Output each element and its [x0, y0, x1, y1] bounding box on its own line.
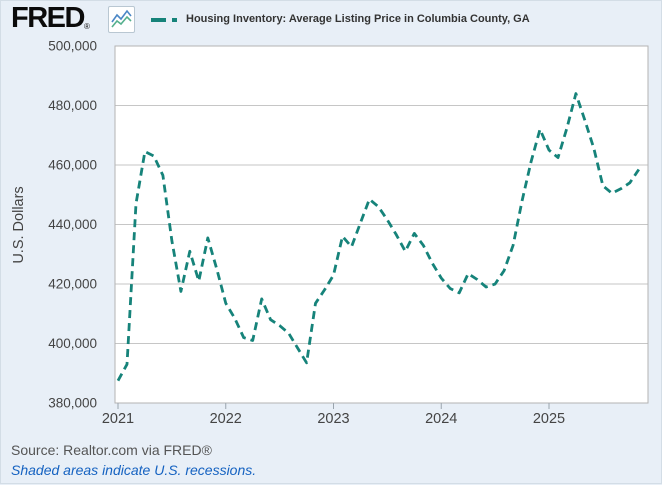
y-tick-label: 500,000 [48, 39, 97, 54]
fred-logo-text: FRED [11, 2, 85, 34]
y-tick-label: 480,000 [48, 98, 97, 113]
series-line [116, 92, 640, 382]
footer: Source: Realtor.com via FRED® Shaded are… [11, 440, 651, 481]
mini-chart-lines [111, 9, 132, 28]
legend-dash-long-icon [151, 18, 166, 22]
y-tick-label: 440,000 [48, 217, 97, 232]
plot-border [114, 45, 649, 404]
source-text: Source: Realtor.com via FRED® [11, 442, 212, 458]
legend-marker [151, 15, 177, 25]
x-tick-label: 2025 [533, 411, 565, 427]
legend-dash-short-icon [172, 18, 177, 22]
x-tick-label: 2022 [210, 411, 242, 427]
fred-logo[interactable]: FRED® [11, 3, 90, 42]
legend-series-title: Housing Inventory: Average Listing Price… [186, 13, 530, 25]
x-tick-label: 2023 [317, 411, 349, 427]
y-tick-label: 460,000 [48, 158, 97, 173]
x-tick-label: 2021 [102, 411, 134, 427]
y-tick-label: 420,000 [48, 277, 97, 292]
registered-mark: ® [83, 22, 90, 31]
recessions-note-link[interactable]: Shaded areas indicate U.S. recessions. [11, 462, 257, 478]
y-tick-label: 400,000 [48, 336, 97, 351]
header: FRED® Housing Inventory: Average Listing… [1, 1, 662, 37]
x-tick-label: 2024 [425, 411, 457, 427]
fred-mini-chart-icon [108, 6, 135, 33]
y-axis-title: U.S. Dollars [11, 186, 27, 263]
y-tick-label: 380,000 [48, 396, 97, 411]
